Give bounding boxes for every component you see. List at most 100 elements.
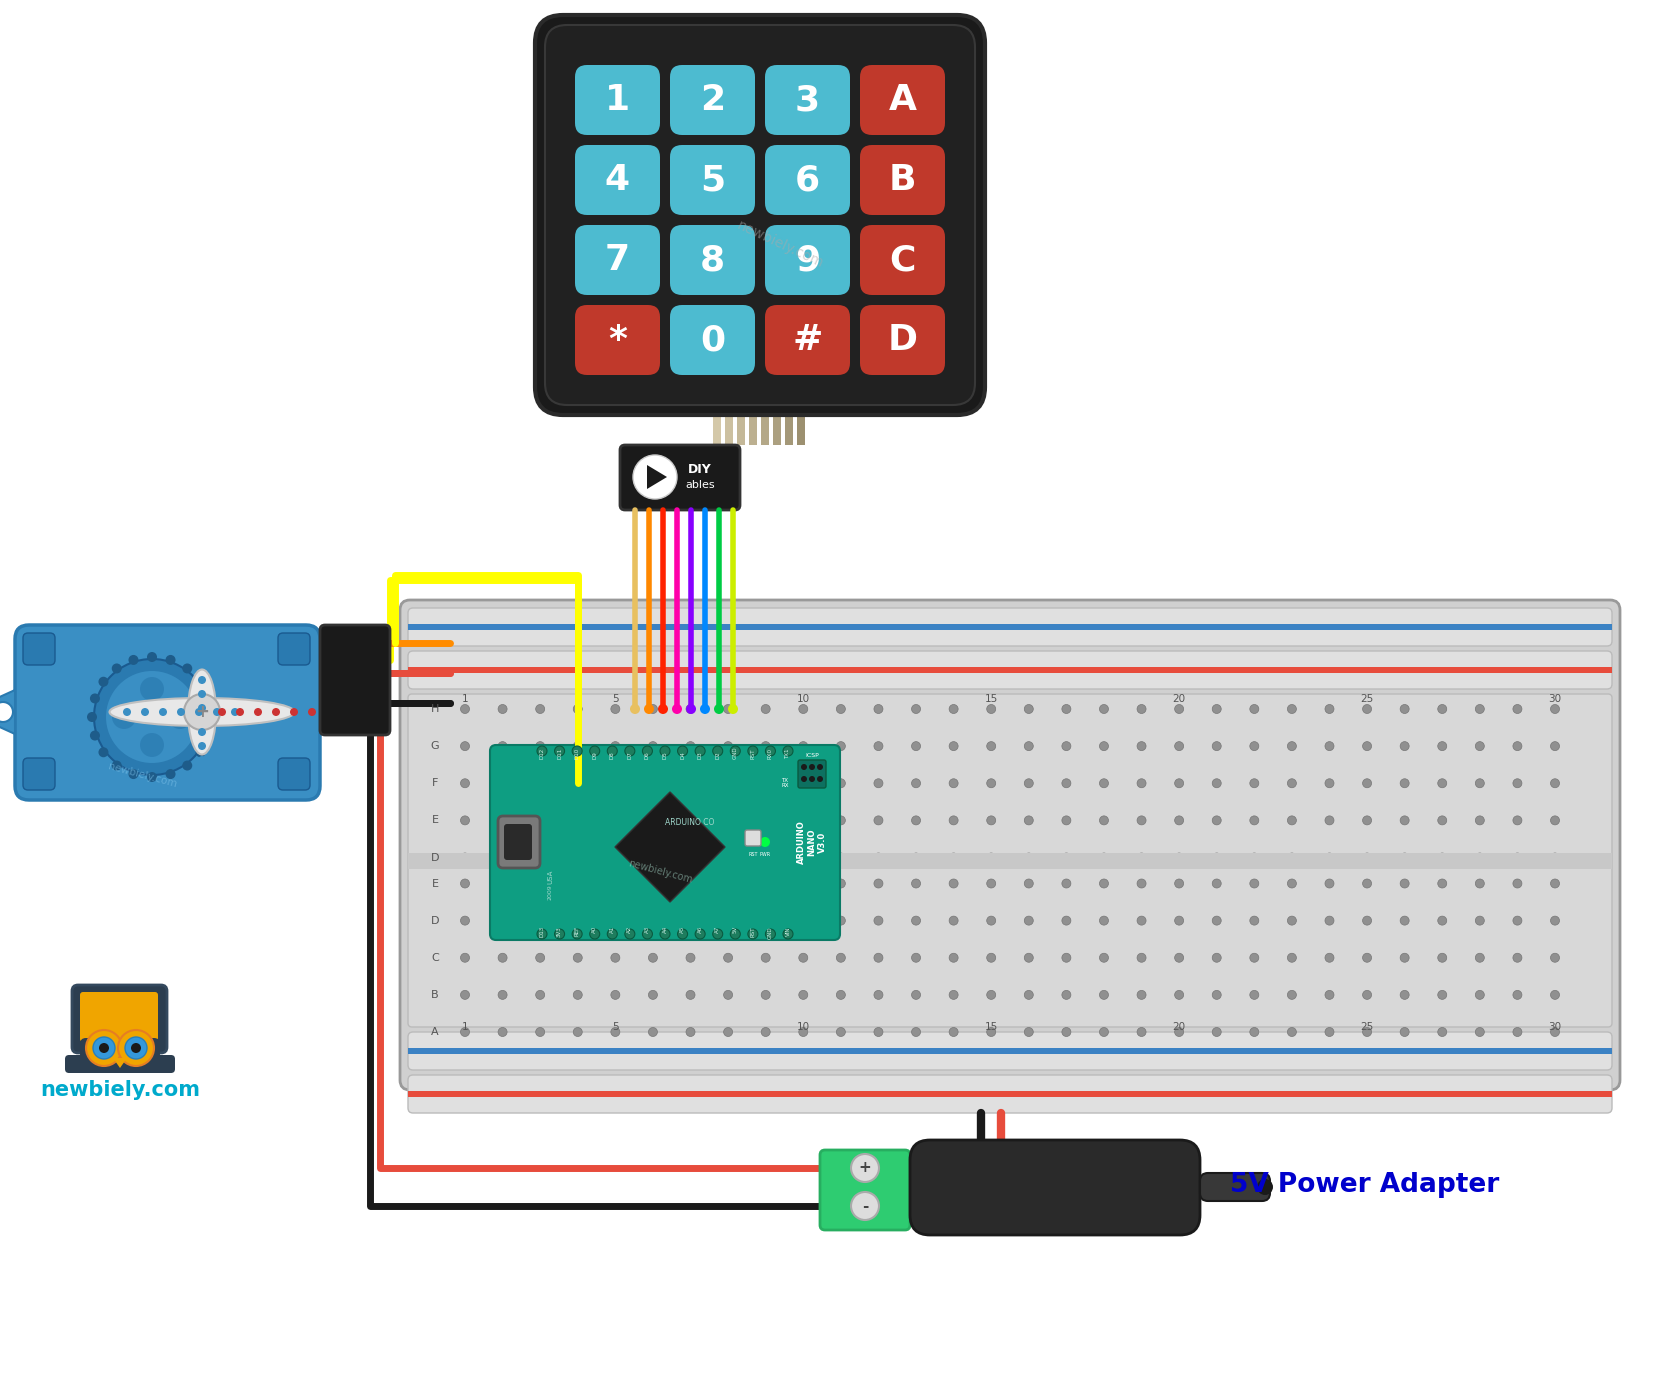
Circle shape bbox=[837, 990, 845, 1000]
Circle shape bbox=[1250, 779, 1259, 787]
Circle shape bbox=[723, 853, 733, 862]
Circle shape bbox=[801, 776, 807, 782]
Circle shape bbox=[536, 742, 544, 751]
Circle shape bbox=[308, 708, 316, 715]
Circle shape bbox=[1437, 916, 1447, 925]
Circle shape bbox=[761, 816, 771, 824]
Circle shape bbox=[1475, 853, 1484, 862]
Circle shape bbox=[949, 779, 958, 787]
Circle shape bbox=[93, 1037, 116, 1059]
Text: 0: 0 bbox=[700, 323, 724, 358]
Text: newbiely.com: newbiely.com bbox=[734, 218, 825, 271]
Polygon shape bbox=[615, 791, 724, 902]
Circle shape bbox=[610, 953, 620, 963]
Circle shape bbox=[1100, 953, 1108, 963]
Circle shape bbox=[723, 816, 733, 824]
Circle shape bbox=[873, 816, 883, 824]
Text: 5: 5 bbox=[612, 695, 619, 704]
Circle shape bbox=[536, 779, 544, 787]
Circle shape bbox=[1401, 816, 1409, 824]
Text: RST: RST bbox=[751, 927, 756, 936]
Circle shape bbox=[590, 746, 600, 755]
Circle shape bbox=[1062, 916, 1070, 925]
Circle shape bbox=[122, 708, 131, 715]
Circle shape bbox=[1401, 916, 1409, 925]
Text: B: B bbox=[888, 163, 916, 197]
Circle shape bbox=[630, 704, 640, 714]
Circle shape bbox=[731, 746, 741, 755]
Circle shape bbox=[686, 990, 695, 1000]
Circle shape bbox=[99, 677, 109, 686]
Circle shape bbox=[1024, 953, 1034, 963]
Circle shape bbox=[460, 878, 470, 888]
Text: 15: 15 bbox=[984, 1022, 997, 1032]
Circle shape bbox=[987, 742, 996, 751]
Circle shape bbox=[112, 663, 122, 674]
Circle shape bbox=[1475, 816, 1484, 824]
Circle shape bbox=[554, 746, 564, 755]
Circle shape bbox=[686, 878, 695, 888]
Circle shape bbox=[498, 742, 508, 751]
Circle shape bbox=[648, 878, 657, 888]
Circle shape bbox=[131, 1043, 141, 1052]
Circle shape bbox=[147, 772, 157, 782]
Circle shape bbox=[1212, 953, 1221, 963]
Circle shape bbox=[1024, 990, 1034, 1000]
Circle shape bbox=[799, 816, 807, 824]
Circle shape bbox=[949, 953, 958, 963]
Circle shape bbox=[590, 929, 600, 939]
Circle shape bbox=[88, 713, 98, 722]
Circle shape bbox=[1257, 1179, 1274, 1195]
Circle shape bbox=[1363, 816, 1371, 824]
Circle shape bbox=[686, 1027, 695, 1037]
Circle shape bbox=[1062, 704, 1070, 714]
Text: REF: REF bbox=[574, 927, 579, 936]
FancyBboxPatch shape bbox=[620, 445, 739, 510]
Circle shape bbox=[723, 779, 733, 787]
Circle shape bbox=[1174, 916, 1184, 925]
Circle shape bbox=[911, 816, 921, 824]
Circle shape bbox=[1287, 953, 1297, 963]
Circle shape bbox=[1100, 878, 1108, 888]
FancyBboxPatch shape bbox=[766, 65, 850, 135]
Circle shape bbox=[574, 742, 582, 751]
Circle shape bbox=[949, 704, 958, 714]
Circle shape bbox=[761, 704, 771, 714]
Circle shape bbox=[837, 779, 845, 787]
Circle shape bbox=[648, 1027, 657, 1037]
FancyBboxPatch shape bbox=[860, 145, 944, 215]
Circle shape bbox=[1212, 990, 1221, 1000]
Circle shape bbox=[99, 747, 109, 757]
Circle shape bbox=[852, 1155, 878, 1182]
Circle shape bbox=[1062, 853, 1070, 862]
Text: C: C bbox=[890, 243, 916, 278]
Circle shape bbox=[837, 953, 845, 963]
FancyBboxPatch shape bbox=[409, 1074, 1613, 1113]
Circle shape bbox=[700, 704, 710, 714]
Circle shape bbox=[169, 704, 192, 729]
Circle shape bbox=[1174, 1027, 1184, 1037]
Circle shape bbox=[1024, 742, 1034, 751]
Circle shape bbox=[837, 1027, 845, 1037]
Circle shape bbox=[837, 853, 845, 862]
Circle shape bbox=[686, 953, 695, 963]
FancyBboxPatch shape bbox=[576, 225, 660, 296]
Text: ICSP: ICSP bbox=[805, 753, 819, 758]
Circle shape bbox=[1513, 916, 1522, 925]
Circle shape bbox=[642, 746, 652, 755]
Circle shape bbox=[1212, 916, 1221, 925]
Text: 30: 30 bbox=[1548, 695, 1561, 704]
Circle shape bbox=[678, 929, 688, 939]
Circle shape bbox=[198, 690, 207, 697]
Circle shape bbox=[141, 677, 164, 702]
Circle shape bbox=[554, 929, 564, 939]
Circle shape bbox=[1174, 704, 1184, 714]
Circle shape bbox=[686, 742, 695, 751]
FancyBboxPatch shape bbox=[766, 225, 850, 296]
Text: H: H bbox=[430, 704, 440, 714]
Circle shape bbox=[723, 742, 733, 751]
FancyBboxPatch shape bbox=[546, 25, 974, 405]
Circle shape bbox=[610, 853, 620, 862]
FancyBboxPatch shape bbox=[860, 225, 944, 296]
Circle shape bbox=[799, 853, 807, 862]
